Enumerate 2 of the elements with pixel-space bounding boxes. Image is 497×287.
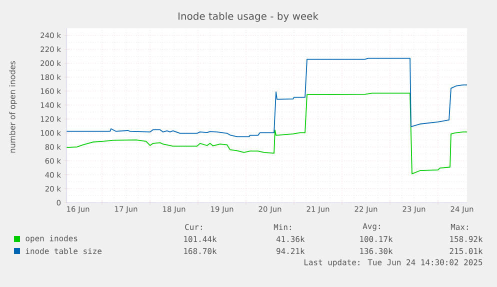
line-series — [66, 58, 468, 138]
chart-title: Inode table usage - by week — [178, 12, 318, 22]
